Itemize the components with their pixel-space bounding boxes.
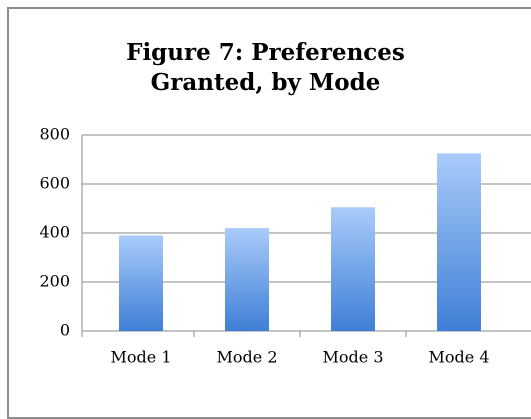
bar	[119, 235, 163, 331]
x-tick-label: Mode 4	[429, 348, 490, 367]
bar	[331, 207, 375, 331]
y-tick-label: 400	[39, 223, 70, 242]
title-box: Figure 7: Preferences Granted, by Mode	[0, 38, 531, 98]
x-tick-label: Mode 2	[217, 348, 278, 367]
y-tick-label: 800	[39, 125, 70, 144]
bar	[437, 153, 481, 331]
x-tick-label: Mode 1	[111, 348, 172, 367]
chart-title: Figure 7: Preferences Granted, by Mode	[126, 39, 405, 96]
chart-frame	[7, 7, 531, 419]
x-tick-label: Mode 3	[323, 348, 384, 367]
bar	[225, 228, 269, 331]
y-tick-label: 200	[39, 272, 70, 291]
y-tick-label: 0	[60, 321, 70, 340]
y-tick-label: 600	[39, 174, 70, 193]
